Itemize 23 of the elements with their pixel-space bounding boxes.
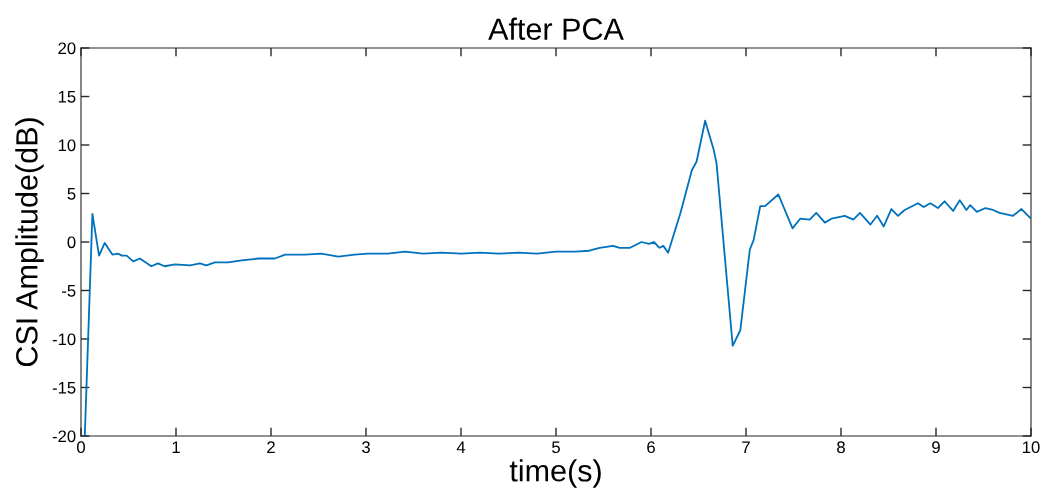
y-tick-label: 10 xyxy=(58,139,76,152)
x-tick-label: 9 xyxy=(932,441,940,454)
x-tick-label: 5 xyxy=(552,441,560,454)
x-tick-label: 2 xyxy=(267,441,275,453)
x-tick-label: 7 xyxy=(742,441,750,453)
x-tick-label: 1 xyxy=(172,441,180,453)
x-tick-label: 6 xyxy=(647,441,655,454)
x-tick-label: 3 xyxy=(362,441,370,454)
chart-title: After PCA xyxy=(488,17,624,40)
y-tick-label: -20 xyxy=(52,430,76,443)
x-tick-label: 0 xyxy=(77,441,85,454)
y-tick-label: 15 xyxy=(58,91,76,103)
y-tick-label: -10 xyxy=(52,333,76,346)
x-tick-label: 8 xyxy=(837,441,845,454)
y-tick-label: 0 xyxy=(67,236,76,249)
x-tick-label: 10 xyxy=(1023,441,1040,454)
x-axis-title: time(s) xyxy=(509,459,601,488)
y-tick-label: 5 xyxy=(67,188,76,200)
y-tick-label: -15 xyxy=(52,382,76,394)
y-tick-label: 20 xyxy=(58,42,76,55)
y-tick-label: -5 xyxy=(62,285,76,297)
x-tick-label: 4 xyxy=(456,441,466,453)
y-axis-title: CSI Amplitude(dB) xyxy=(15,118,44,367)
